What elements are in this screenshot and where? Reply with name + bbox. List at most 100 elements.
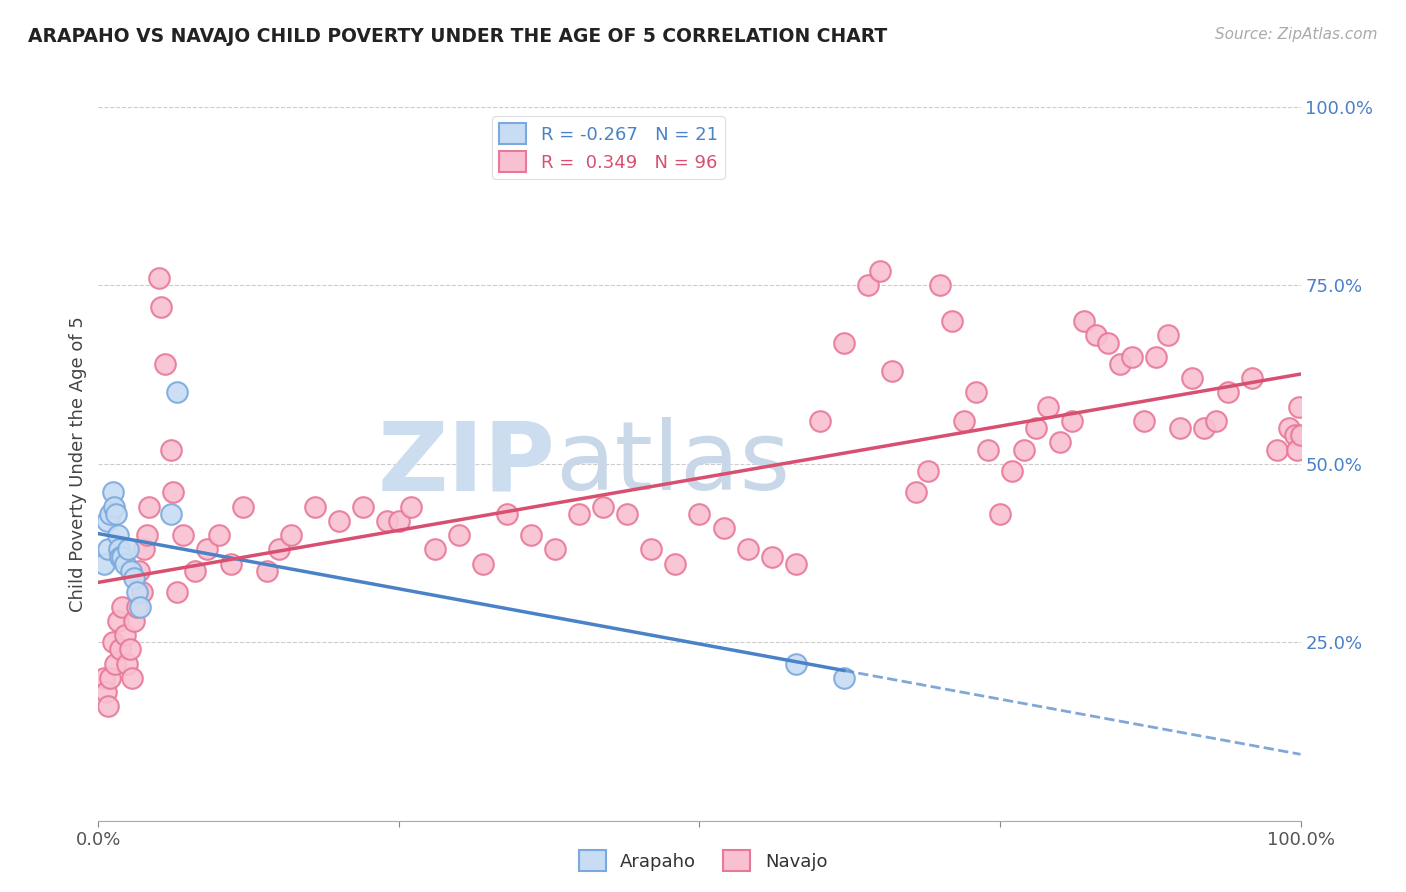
Point bbox=[93, 557, 115, 571]
Point bbox=[544, 542, 567, 557]
Point bbox=[568, 507, 591, 521]
Point bbox=[131, 585, 153, 599]
Point bbox=[101, 635, 124, 649]
Point bbox=[1121, 350, 1143, 364]
Point bbox=[1181, 371, 1204, 385]
Point bbox=[447, 528, 470, 542]
Point bbox=[1289, 428, 1312, 442]
Point bbox=[107, 528, 129, 542]
Point bbox=[111, 549, 134, 564]
Point bbox=[832, 335, 855, 350]
Point bbox=[640, 542, 662, 557]
Text: ARAPAHO VS NAVAJO CHILD POVERTY UNDER THE AGE OF 5 CORRELATION CHART: ARAPAHO VS NAVAJO CHILD POVERTY UNDER TH… bbox=[28, 27, 887, 45]
Point bbox=[352, 500, 374, 514]
Point bbox=[111, 599, 134, 614]
Point bbox=[941, 314, 963, 328]
Point bbox=[1288, 400, 1310, 414]
Point bbox=[208, 528, 231, 542]
Point bbox=[103, 500, 125, 514]
Point bbox=[808, 414, 831, 428]
Point bbox=[108, 549, 131, 564]
Point bbox=[135, 528, 157, 542]
Point bbox=[162, 485, 184, 500]
Point bbox=[1049, 435, 1071, 450]
Point bbox=[761, 549, 783, 564]
Point bbox=[117, 657, 139, 671]
Point bbox=[496, 507, 519, 521]
Point bbox=[100, 507, 122, 521]
Point bbox=[1241, 371, 1264, 385]
Point bbox=[1205, 414, 1227, 428]
Point bbox=[172, 528, 194, 542]
Point bbox=[713, 521, 735, 535]
Point bbox=[928, 278, 950, 293]
Point bbox=[856, 278, 879, 293]
Point bbox=[988, 507, 1011, 521]
Point bbox=[124, 614, 146, 628]
Point bbox=[129, 599, 152, 614]
Point bbox=[93, 671, 115, 685]
Point bbox=[1277, 421, 1299, 435]
Point bbox=[108, 642, 131, 657]
Point bbox=[195, 542, 218, 557]
Point bbox=[159, 507, 181, 521]
Point bbox=[388, 514, 411, 528]
Point bbox=[1157, 328, 1180, 343]
Point bbox=[328, 514, 350, 528]
Point bbox=[232, 500, 254, 514]
Point bbox=[304, 500, 326, 514]
Point bbox=[1025, 421, 1047, 435]
Point bbox=[1109, 357, 1132, 371]
Point bbox=[1133, 414, 1156, 428]
Point bbox=[166, 385, 188, 400]
Point bbox=[183, 564, 205, 578]
Point bbox=[1194, 421, 1216, 435]
Point bbox=[104, 657, 127, 671]
Point bbox=[100, 671, 122, 685]
Point bbox=[1285, 442, 1308, 457]
Point bbox=[101, 485, 124, 500]
Point bbox=[118, 642, 141, 657]
Point bbox=[785, 557, 807, 571]
Point bbox=[785, 657, 807, 671]
Point bbox=[592, 500, 614, 514]
Point bbox=[880, 364, 903, 378]
Point bbox=[1085, 328, 1108, 343]
Point bbox=[520, 528, 543, 542]
Point bbox=[1218, 385, 1240, 400]
Legend: Arapaho, Navajo: Arapaho, Navajo bbox=[571, 843, 835, 879]
Point bbox=[399, 500, 422, 514]
Point bbox=[159, 442, 181, 457]
Point bbox=[124, 571, 146, 585]
Point bbox=[1073, 314, 1095, 328]
Point bbox=[1012, 442, 1035, 457]
Point bbox=[117, 542, 139, 557]
Point bbox=[375, 514, 398, 528]
Point bbox=[1097, 335, 1119, 350]
Y-axis label: Child Poverty Under the Age of 5: Child Poverty Under the Age of 5 bbox=[69, 316, 87, 612]
Point bbox=[423, 542, 446, 557]
Point bbox=[97, 542, 120, 557]
Text: ZIP: ZIP bbox=[377, 417, 555, 510]
Point bbox=[114, 628, 136, 642]
Point bbox=[664, 557, 686, 571]
Point bbox=[1265, 442, 1288, 457]
Point bbox=[132, 542, 155, 557]
Point bbox=[688, 507, 710, 521]
Point bbox=[965, 385, 987, 400]
Point bbox=[120, 564, 142, 578]
Point bbox=[1001, 464, 1024, 478]
Point bbox=[153, 357, 176, 371]
Point bbox=[977, 442, 1000, 457]
Point bbox=[121, 671, 143, 685]
Point bbox=[125, 599, 148, 614]
Point bbox=[953, 414, 976, 428]
Point bbox=[128, 564, 150, 578]
Point bbox=[1036, 400, 1059, 414]
Point bbox=[96, 514, 118, 528]
Point bbox=[917, 464, 939, 478]
Point bbox=[97, 699, 120, 714]
Legend: R = -0.267   N = 21, R =  0.349   N = 96: R = -0.267 N = 21, R = 0.349 N = 96 bbox=[492, 116, 725, 179]
Point bbox=[108, 542, 131, 557]
Point bbox=[107, 614, 129, 628]
